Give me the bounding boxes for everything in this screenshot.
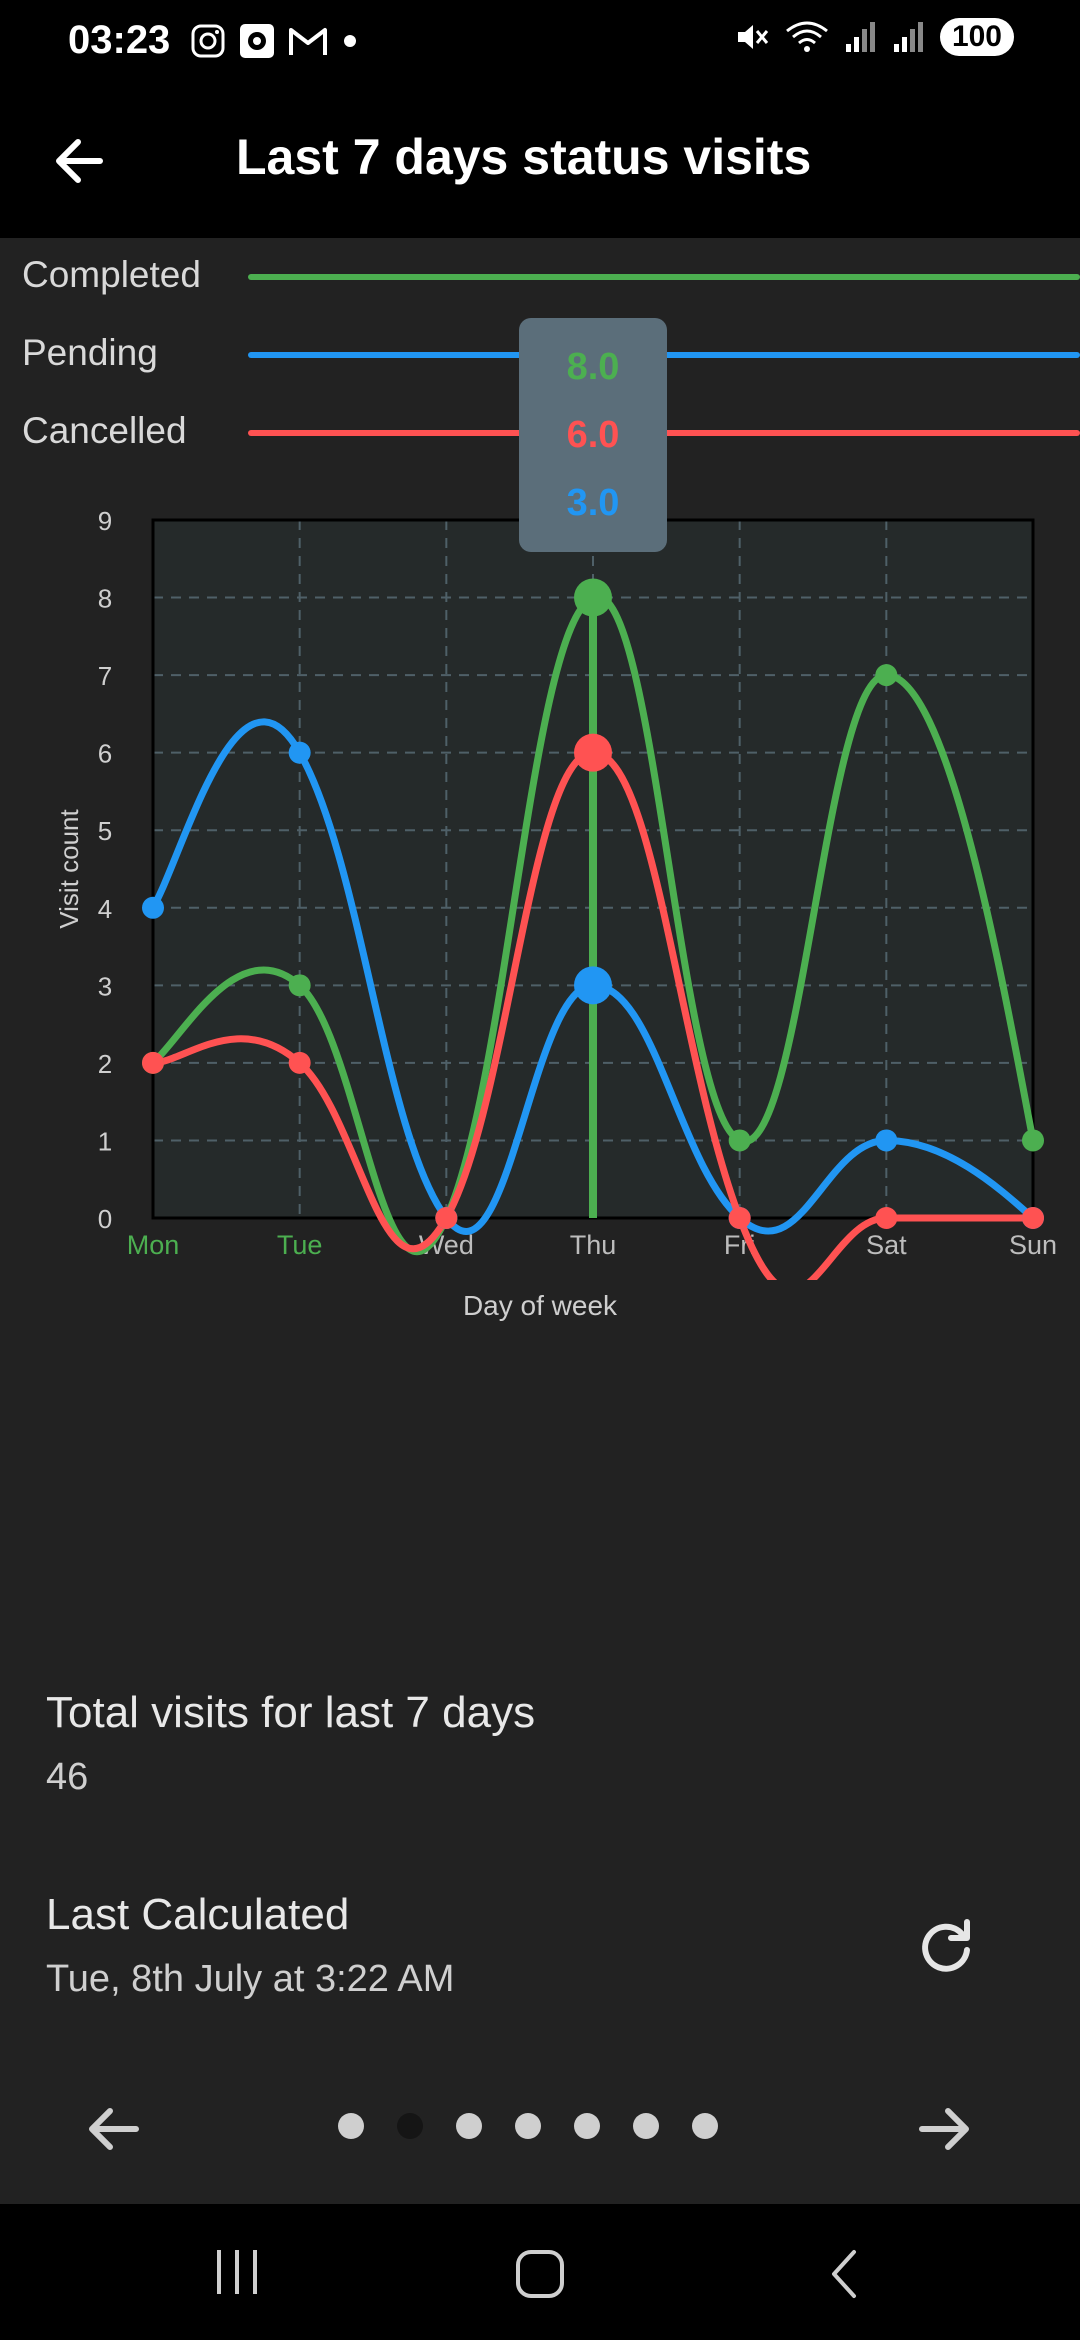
y-tick-label: 5 [98,816,112,846]
page-dot[interactable] [633,2113,659,2139]
page-dot[interactable] [515,2113,541,2139]
next-page-arrow-icon[interactable] [910,2094,980,2164]
y-tick-label: 9 [98,506,112,536]
data-point-cancelled[interactable] [875,1207,898,1229]
battery-icon: 100 [939,18,1014,56]
back-nav-icon[interactable] [826,2246,862,2302]
page-dot[interactable] [692,2113,718,2139]
y-tick-label: 2 [98,1049,112,1079]
refresh-icon[interactable] [912,1912,980,1980]
data-point-cancelled[interactable] [288,1051,311,1074]
page-title: Last 7 days status visits [236,129,812,185]
x-tick-label: Thu [570,1230,617,1260]
data-point-pending[interactable] [574,966,612,1005]
x-tick-label: Sun [1009,1230,1057,1260]
data-point-completed[interactable] [728,1129,751,1152]
y-tick-label: 3 [98,971,112,1001]
page-dot[interactable] [456,2113,482,2139]
total-visits-value: 46 [46,1756,89,1798]
data-point-cancelled[interactable] [1022,1207,1044,1229]
y-tick-label: 7 [98,661,112,691]
status-time: 03:23 [68,18,171,62]
data-point-cancelled[interactable] [728,1207,751,1229]
notification-dot-icon [344,35,356,47]
data-point-completed[interactable] [574,578,612,617]
legend-label: Completed [22,254,201,295]
data-point-completed[interactable] [875,664,898,687]
signal-icon [845,22,875,52]
tooltip-value-cancelled: 6.0 [566,414,620,456]
x-tick-label: Mon [127,1230,180,1260]
data-point-pending[interactable] [142,896,164,919]
previous-page-arrow-icon[interactable] [78,2094,148,2164]
mute-icon [737,25,769,49]
screen-record-icon [240,24,274,58]
app-bar: Last 7 days status visits [0,86,1080,238]
recent-apps-icon[interactable] [212,2244,262,2300]
data-point-cancelled[interactable] [142,1051,164,1074]
page-dot[interactable] [574,2113,600,2139]
signal-icon [893,22,923,52]
data-point-pending[interactable] [288,741,311,764]
instagram-icon [191,24,225,58]
x-tick-label: Sat [866,1230,907,1260]
status-bar: 03:23 100 [0,0,1080,86]
system-navigation-bar [0,2204,1080,2340]
tooltip-value-pending: 3.0 [566,482,620,524]
data-point-completed[interactable] [288,974,311,997]
last-calculated-label: Last Calculated [46,1890,350,1939]
x-tick-label: Tue [277,1230,323,1260]
data-point-cancelled[interactable] [435,1207,458,1229]
data-point-pending[interactable] [875,1129,898,1152]
legend-label: Cancelled [22,410,187,451]
wifi-icon [786,21,828,52]
page-dot[interactable] [397,2113,423,2139]
last-calculated-value: Tue, 8th July at 3:22 AM [46,1958,455,2000]
y-tick-label: 4 [98,894,112,924]
legend-label: Pending [22,332,158,373]
data-point-completed[interactable] [1022,1129,1044,1152]
y-tick-label: 0 [98,1204,112,1234]
x-axis-title: Day of week [462,1290,618,1321]
page-dot[interactable] [338,2113,364,2139]
legend-line-completed [248,274,1080,280]
y-tick-label: 1 [98,1126,112,1156]
y-tick-label: 6 [98,739,112,769]
chart-tooltip: 8.0 6.0 3.0 [519,318,667,552]
tooltip-value-completed: 8.0 [566,346,620,388]
total-visits-label: Total visits for last 7 days [46,1688,536,1737]
y-axis-title: Visit count [54,808,84,928]
y-tick-label: 8 [98,584,112,614]
home-icon[interactable] [514,2248,566,2300]
back-arrow-icon[interactable] [46,126,116,196]
data-point-cancelled[interactable] [574,733,612,772]
gmail-icon [289,28,327,55]
page-indicator [338,2113,718,2139]
series-line-pending [149,718,1037,1235]
